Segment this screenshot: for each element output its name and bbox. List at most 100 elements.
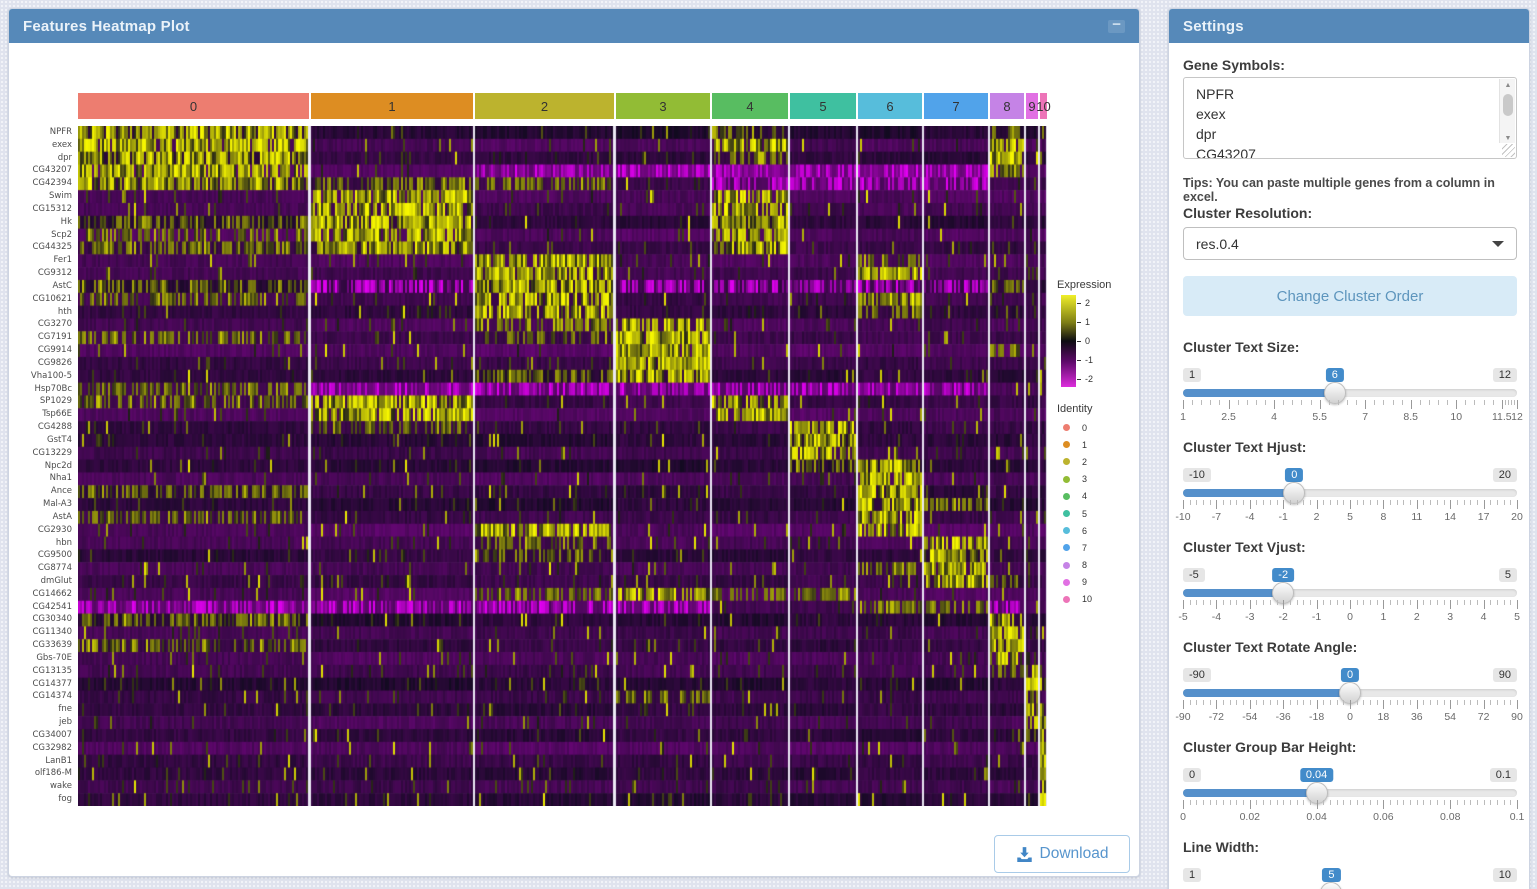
slider-minor-tick	[1396, 600, 1398, 605]
slider-handle[interactable]	[1320, 882, 1343, 889]
slider-tick	[1283, 500, 1285, 509]
slider-minor-tick	[1301, 400, 1303, 405]
slider-tick-label: -90	[1175, 711, 1191, 723]
cluster-resolution-select[interactable]: res.0.4	[1183, 227, 1517, 260]
slider-minor-tick	[1465, 400, 1467, 405]
slider-minor-tick	[1428, 400, 1430, 405]
slider-minor-tick	[1263, 700, 1265, 705]
slider-min-badge: -5	[1183, 568, 1205, 582]
slider-track[interactable]	[1183, 789, 1517, 797]
slider-minor-tick	[1423, 600, 1425, 605]
slider-tick	[1249, 600, 1251, 609]
slider-minor-tick	[1401, 400, 1403, 405]
slider-minor-tick	[1492, 400, 1494, 405]
expression-tick-label: 0	[1085, 336, 1091, 346]
scroll-down-icon[interactable]: ▼	[1504, 135, 1512, 142]
slider-tick	[1517, 500, 1518, 509]
collapse-button[interactable]: −	[1108, 17, 1125, 33]
gene-label: CG9312	[37, 268, 72, 279]
slider-value-badge: 6	[1325, 368, 1344, 382]
gene-label: hth	[57, 306, 72, 317]
expression-tick	[1077, 378, 1081, 380]
change-cluster-order-button[interactable]: Change Cluster Order	[1183, 276, 1517, 316]
slider-minor-tick	[1436, 600, 1438, 605]
identity-legend-item: 1	[1063, 436, 1092, 453]
slider-minor-tick	[1189, 600, 1191, 605]
slider-minor-tick	[1390, 800, 1392, 805]
slider-minor-tick	[1356, 800, 1358, 805]
slider-tick	[1183, 600, 1184, 609]
identity-dot-icon	[1063, 458, 1070, 466]
cluster-bar-segment: 9	[1026, 93, 1038, 119]
cluster-bar-segment: 5	[790, 93, 856, 119]
slider-track[interactable]	[1183, 589, 1517, 597]
slider-minor-tick	[1503, 500, 1505, 505]
slider-label: Cluster Text Hjust:	[1183, 439, 1307, 455]
identity-legend-item: 8	[1063, 557, 1092, 574]
cluster-bar-segment: 7	[924, 93, 988, 119]
expression-tick-label: -2	[1085, 373, 1094, 384]
slider-minor-tick	[1336, 500, 1338, 505]
slider-track[interactable]	[1183, 389, 1517, 397]
slider-tick-label: -5	[1178, 611, 1188, 623]
slider-label: Cluster Text Size:	[1183, 339, 1300, 355]
scroll-up-icon[interactable]: ▲	[1504, 82, 1512, 89]
resize-grip-icon[interactable]	[1502, 144, 1515, 157]
slider-minor-tick	[1329, 500, 1331, 505]
slider-tick-label: 20	[1511, 511, 1523, 523]
slider-minor-tick	[1336, 700, 1338, 705]
slider-tick	[1249, 800, 1251, 809]
slider-minor-tick	[1443, 800, 1445, 805]
slider-minor-tick	[1310, 400, 1312, 405]
slider-minor-tick	[1436, 700, 1438, 705]
scrollbar-thumb[interactable]	[1502, 94, 1513, 116]
gene-label: CG33639	[32, 640, 72, 651]
gene-symbols-input[interactable]: NPFR exex dpr CG43207 ▲ ▼	[1183, 77, 1517, 159]
slider-tick	[1283, 600, 1285, 609]
slider-minor-tick	[1246, 400, 1248, 405]
slider-minor-tick	[1374, 400, 1376, 405]
slider-minor-tick	[1263, 600, 1265, 605]
slider-minor-tick	[1438, 400, 1440, 405]
slider-handle[interactable]	[1283, 482, 1306, 504]
slider-minor-tick	[1336, 600, 1338, 605]
cluster-resolution-label: Cluster Resolution:	[1183, 205, 1313, 221]
slider-tick-label: 0.06	[1373, 811, 1394, 823]
slider-minor-tick	[1363, 600, 1365, 605]
slider-handle[interactable]	[1323, 382, 1346, 404]
slider-tick-label: 0.08	[1439, 811, 1461, 823]
slider-cluster-text-rotate-angle: Cluster Text Rotate Angle: -90 90 0 -90 -72 -5…	[1175, 639, 1522, 731]
download-button[interactable]: Download	[994, 835, 1130, 873]
slider-tick-label: 0.02	[1239, 811, 1261, 823]
slider-tick	[1383, 700, 1385, 709]
identity-dot-icon	[1063, 424, 1070, 432]
slider-minor-tick	[1343, 500, 1345, 505]
slider-minor-tick	[1229, 700, 1231, 705]
slider-minor-tick	[1256, 700, 1258, 705]
gene-label: CG32982	[32, 742, 72, 753]
slider-label: Line Width:	[1183, 839, 1260, 855]
textarea-scrollbar[interactable]: ▲ ▼	[1499, 79, 1515, 143]
slider-tick-label: 2	[1313, 511, 1320, 523]
slider-minor-tick	[1196, 800, 1198, 805]
slider-minor-tick	[1470, 700, 1472, 705]
slider-tick-label: 14	[1444, 511, 1457, 523]
slider-minor-tick	[1496, 700, 1498, 705]
gene-label: CG11340	[32, 627, 72, 638]
identity-legend-item: 10	[1063, 591, 1092, 608]
slider-track[interactable]	[1183, 489, 1517, 497]
gene-label: CG9914	[37, 345, 72, 356]
slider-minor-tick	[1436, 800, 1438, 805]
slider-minor-tick	[1370, 500, 1372, 505]
gene-label: CG10621	[32, 293, 72, 304]
slider-minor-tick	[1303, 800, 1305, 805]
slider-min-badge: -10	[1183, 468, 1211, 482]
slider-minor-tick	[1416, 800, 1418, 805]
slider-minor-tick	[1303, 500, 1305, 505]
slider-minor-tick	[1309, 800, 1311, 805]
slider-tick-label: 2.5	[1221, 411, 1236, 423]
gene-label: fog	[58, 794, 72, 805]
gene-label: CG34007	[32, 729, 72, 740]
expression-tick	[1077, 322, 1081, 324]
identity-label: 9	[1082, 577, 1088, 588]
